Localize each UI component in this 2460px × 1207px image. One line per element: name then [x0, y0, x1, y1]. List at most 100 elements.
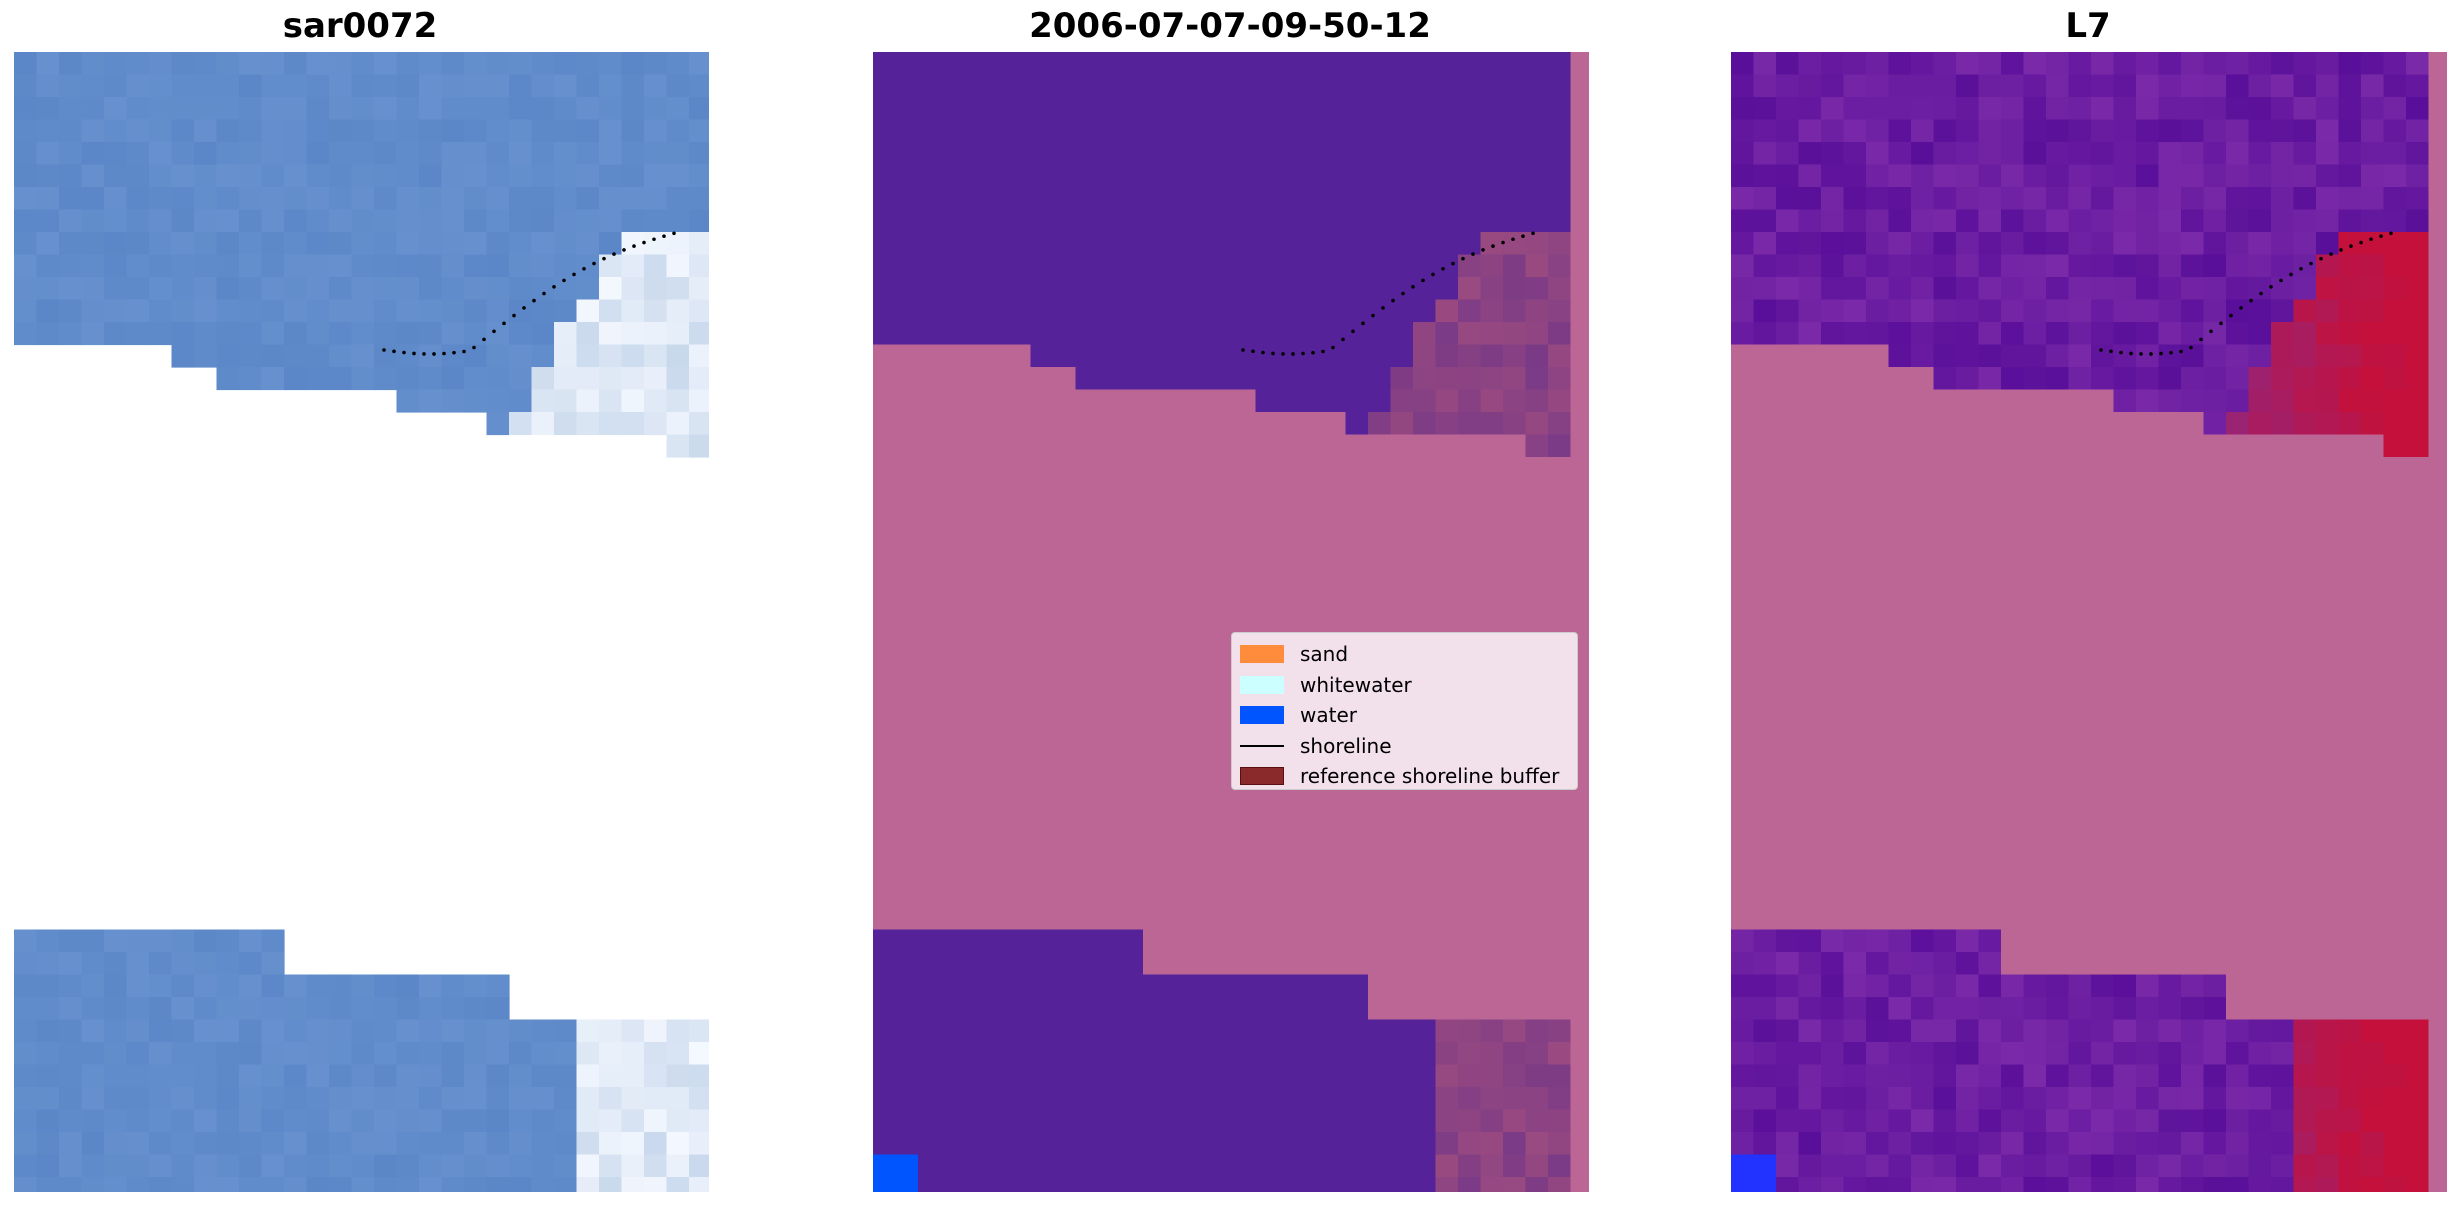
index-pixel [2181, 1109, 2205, 1133]
class-pixel [1008, 97, 1032, 121]
index-pixel [1888, 862, 1912, 886]
rgb-pixel [419, 1109, 443, 1133]
index-pixel [2248, 727, 2272, 751]
class-pixel [940, 974, 964, 998]
index-pixel [1978, 727, 2002, 751]
class-pixel [918, 232, 942, 256]
class-pixel [985, 389, 1009, 413]
class-pixel [940, 1042, 964, 1066]
index-pixel [2428, 389, 2447, 413]
index-pixel [1933, 322, 1957, 346]
index-pixel [1933, 1132, 1957, 1156]
class-pixel [1143, 794, 1167, 818]
class-pixel [918, 749, 942, 773]
rgb-pixel [599, 97, 623, 121]
class-pixel [1345, 569, 1369, 593]
class-pixel [985, 52, 1009, 76]
class-pixel [1570, 547, 1589, 571]
index-pixel [2271, 749, 2295, 773]
index-pixel [2248, 1109, 2272, 1133]
index-pixel [2248, 502, 2272, 526]
class-pixel [940, 794, 964, 818]
class-pixel [940, 164, 964, 188]
index-pixel [1821, 434, 1845, 458]
index-pixel [2338, 592, 2362, 616]
index-pixel [2203, 839, 2227, 863]
class-pixel [1278, 119, 1302, 143]
class-pixel [1480, 839, 1504, 863]
index-pixel [1776, 1132, 1800, 1156]
index-pixel [1911, 1132, 1935, 1156]
rgb-pixel [621, 74, 645, 98]
class-pixel [1503, 434, 1527, 458]
rgb-pixel [464, 1132, 488, 1156]
class-pixel [1368, 164, 1392, 188]
class-pixel [1435, 862, 1459, 886]
class-pixel [1548, 142, 1572, 166]
rgb-pixel [36, 187, 60, 211]
index-pixel [2181, 232, 2205, 256]
class-pixel [1368, 547, 1392, 571]
index-pixel [2046, 592, 2070, 616]
rgb-pixel [441, 344, 465, 368]
shoreline-point [1521, 234, 1525, 238]
class-pixel [895, 187, 919, 211]
class-pixel [1210, 479, 1234, 503]
index-pixel [1956, 164, 1980, 188]
rgb-pixel [689, 322, 709, 346]
index-pixel [1821, 547, 1845, 571]
rgb-pixel [149, 74, 173, 98]
class-pixel [1413, 119, 1437, 143]
index-pixel [2001, 74, 2025, 98]
class-pixel [1570, 119, 1589, 143]
index-pixel [1753, 187, 1777, 211]
index-pixel [2316, 74, 2340, 98]
index-pixel [2001, 682, 2025, 706]
class-pixel [1278, 164, 1302, 188]
index-pixel [1933, 1019, 1957, 1043]
rgb-pixel [194, 1109, 218, 1133]
index-pixel [2136, 434, 2160, 458]
index-pixel [1776, 479, 1800, 503]
class-pixel [1480, 524, 1504, 548]
class-pixel [1053, 592, 1077, 616]
rgb-pixel [149, 299, 173, 323]
class-pixel [1323, 952, 1347, 976]
index-pixel [1956, 367, 1980, 391]
index-pixel [2023, 367, 2047, 391]
index-pixel [2113, 479, 2137, 503]
class-pixel [1143, 974, 1167, 998]
index-pixel [1798, 794, 1822, 818]
class-pixel [1120, 907, 1144, 931]
class-pixel [1390, 1109, 1414, 1133]
class-pixel [1233, 209, 1257, 233]
class-pixel [1435, 97, 1459, 121]
class-pixel [1030, 1087, 1054, 1111]
index-pixel [2046, 1132, 2070, 1156]
class-pixel [1413, 614, 1437, 638]
rgb-pixel [666, 142, 690, 166]
index-pixel [2383, 389, 2407, 413]
index-pixel [1911, 929, 1935, 953]
class-pixel [1413, 97, 1437, 121]
class-pixel [1053, 862, 1077, 886]
class-pixel [1165, 659, 1189, 683]
index-pixel [1798, 907, 1822, 931]
index-pixel [2158, 997, 2182, 1021]
class-pixel [1390, 862, 1414, 886]
index-pixel [2293, 1019, 2317, 1043]
rgb-pixel [239, 254, 263, 278]
index-pixel [2271, 232, 2295, 256]
rgb-pixel [306, 367, 330, 391]
index-pixel [2023, 682, 2047, 706]
rgb-pixel [216, 1042, 240, 1066]
rgb-pixel [621, 412, 645, 436]
index-pixel [1866, 727, 1890, 751]
index-pixel [2361, 839, 2385, 863]
index-pixel [2113, 907, 2137, 931]
class-pixel [963, 1132, 987, 1156]
rgb-pixel [14, 1177, 38, 1192]
class-pixel [1480, 1042, 1504, 1066]
index-pixel [2046, 52, 2070, 76]
class-pixel [1120, 52, 1144, 76]
